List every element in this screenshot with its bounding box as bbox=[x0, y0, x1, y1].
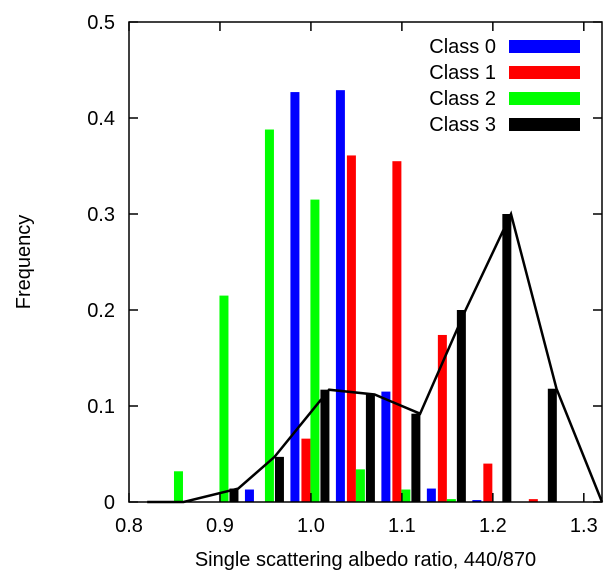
x-tick-label: 1.3 bbox=[570, 515, 598, 537]
bar-class-0-bin-4 bbox=[335, 90, 345, 502]
bar-class-0-bin-7 bbox=[472, 500, 482, 502]
bar-class-0-bin-5 bbox=[381, 391, 391, 502]
bar-class-3-bin-4 bbox=[365, 394, 375, 502]
ticks-layer: 0.8 0.9 1.0 1.1 1.2 1.3 0 0.1 0.2 0.3 0.4 0.5 bbox=[87, 12, 602, 537]
y-tick-label: 0.2 bbox=[87, 300, 115, 322]
legend-swatch-class-2 bbox=[509, 92, 580, 105]
bar-class-3-bin-6 bbox=[456, 310, 466, 502]
bar-class-3-bin-7 bbox=[502, 214, 512, 502]
y-tick-label: 0.3 bbox=[87, 204, 115, 226]
legend-label-class-3: Class 3 bbox=[429, 114, 496, 136]
bar-class-1-bin-4 bbox=[346, 155, 356, 502]
bar-class-2-bin-4 bbox=[355, 469, 365, 502]
y-tick-label: 0 bbox=[104, 492, 115, 514]
legend-label-class-0: Class 0 bbox=[429, 36, 496, 58]
bar-class-0-bin-2 bbox=[244, 489, 254, 502]
y-tick-label: 0.4 bbox=[87, 108, 115, 130]
bar-class-3-bin-1 bbox=[229, 488, 239, 502]
x-tick-label: 0.8 bbox=[115, 515, 143, 537]
bar-class-2-bin-0 bbox=[173, 471, 183, 502]
x-tick-label: 1.0 bbox=[297, 515, 325, 537]
x-axis-label: Single scattering albedo ratio, 440/870 bbox=[195, 549, 536, 571]
x-tick-label: 1.2 bbox=[479, 515, 507, 537]
bar-class-0-bin-6 bbox=[426, 488, 436, 502]
legend-swatch-class-3 bbox=[509, 118, 580, 131]
bar-class-3-bin-3 bbox=[320, 389, 330, 502]
bar-class-2-bin-3 bbox=[310, 199, 320, 502]
x-tick-label: 0.9 bbox=[206, 515, 234, 537]
plot-frame bbox=[128, 21, 603, 503]
legend: Class 0 Class 1 Class 2 Class 3 bbox=[429, 36, 580, 136]
bar-class-3-bin-5 bbox=[411, 413, 421, 502]
bar-class-2-bin-2 bbox=[264, 129, 274, 502]
y-axis-label: Frequency bbox=[13, 215, 35, 310]
legend-label-class-2: Class 2 bbox=[429, 88, 496, 110]
bar-class-3-bin-2 bbox=[274, 456, 284, 502]
bars-layer bbox=[173, 90, 557, 502]
bar-class-2-bin-6 bbox=[446, 499, 456, 502]
bar-class-1-bin-5 bbox=[392, 161, 402, 502]
y-tick-label: 0.1 bbox=[87, 396, 115, 418]
bar-class-2-bin-5 bbox=[401, 489, 411, 502]
bar-class-1-bin-3 bbox=[301, 438, 311, 502]
legend-swatch-class-0 bbox=[509, 40, 580, 53]
bar-class-1-bin-7 bbox=[483, 463, 493, 502]
x-tick-label: 1.1 bbox=[388, 515, 416, 537]
bar-class-2-bin-1 bbox=[219, 295, 229, 502]
legend-label-class-1: Class 1 bbox=[429, 62, 496, 84]
legend-swatch-class-1 bbox=[509, 66, 580, 79]
bar-class-1-bin-8 bbox=[528, 499, 538, 502]
y-tick-label: 0.5 bbox=[87, 12, 115, 34]
bar-class-1-bin-6 bbox=[437, 334, 447, 502]
bar-class-0-bin-3 bbox=[290, 92, 300, 502]
bar-class-3-bin-8 bbox=[547, 388, 557, 502]
